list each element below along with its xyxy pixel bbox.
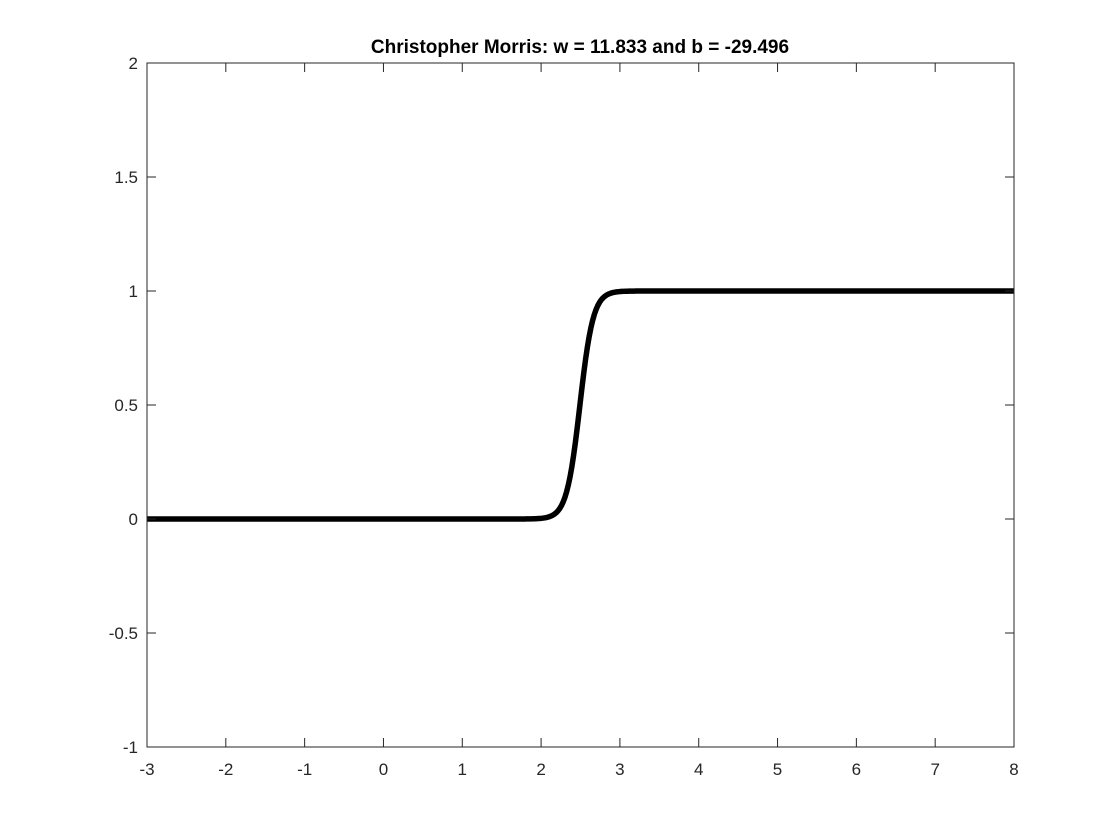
x-tick-label: 8: [1009, 760, 1018, 779]
x-tick-label: 7: [930, 760, 939, 779]
x-tick-label: 1: [458, 760, 467, 779]
x-tick-label: 2: [536, 760, 545, 779]
x-tick-label: 3: [615, 760, 624, 779]
ticks-layer: -3 -2 -1 0 1 2 3 4 5 6 7 8 -1 -0.5 0 0.5 1 1.5 2: [109, 54, 1019, 779]
y-tick-label: 0.5: [114, 396, 138, 415]
y-tick-label: -1: [123, 738, 138, 757]
y-tick-label: 2: [129, 54, 138, 73]
x-tick-label: 6: [852, 760, 861, 779]
y-tick-label: 0: [129, 510, 138, 529]
x-tick-label: 5: [773, 760, 782, 779]
x-tick-label: 0: [379, 760, 388, 779]
x-tick-label: -3: [139, 760, 154, 779]
plot-frame: [146, 62, 1015, 748]
y-tick-label: 1: [129, 282, 138, 301]
series-layer: [145, 288, 1016, 522]
chart-title: Christopher Morris: w = 11.833 and b = -…: [371, 37, 789, 58]
y-tick-label: -0.5: [109, 624, 138, 643]
series-line-sigmoid: [145, 288, 1016, 522]
x-tick-label: 4: [694, 760, 703, 779]
x-tick-label: -1: [297, 760, 312, 779]
x-tick-label: -2: [218, 760, 233, 779]
y-tick-label: 1.5: [114, 168, 138, 187]
